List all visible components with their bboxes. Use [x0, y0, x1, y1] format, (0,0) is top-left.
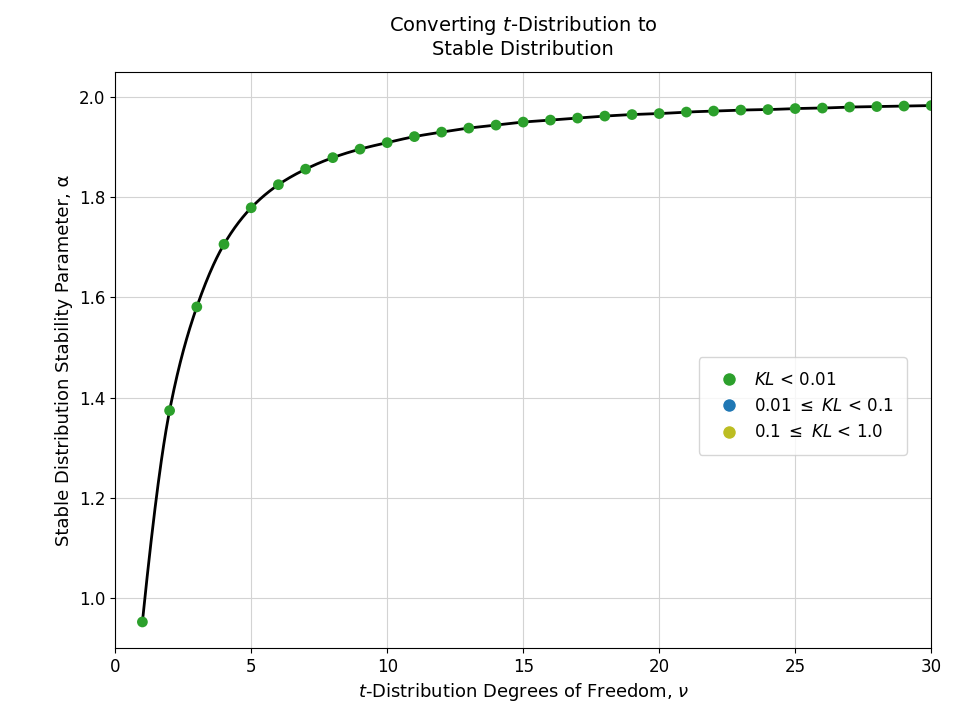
Point [542, 114, 558, 126]
Point [379, 137, 395, 148]
Point [924, 100, 939, 112]
Point [244, 202, 259, 214]
Point [624, 109, 639, 120]
Point [461, 122, 476, 134]
Legend: $KL$ < 0.01, 0.01 $\leq$ $KL$ < 0.1, 0.1 $\leq$ $KL$ < 1.0: $KL$ < 0.01, 0.01 $\leq$ $KL$ < 0.1, 0.1… [699, 357, 906, 455]
Point [325, 152, 341, 163]
Point [352, 143, 368, 155]
Point [516, 117, 531, 128]
X-axis label: $t$-Distribution Degrees of Freedom, $\nu$: $t$-Distribution Degrees of Freedom, $\n… [357, 681, 689, 703]
Point [706, 105, 721, 117]
Point [271, 179, 286, 191]
Point [434, 126, 449, 138]
Point [597, 110, 612, 122]
Point [298, 163, 313, 175]
Point [134, 616, 150, 628]
Point [787, 103, 803, 114]
Point [570, 112, 586, 124]
Point [407, 131, 422, 143]
Point [679, 107, 694, 118]
Point [162, 405, 178, 416]
Point [189, 301, 204, 312]
Point [897, 100, 912, 112]
Point [842, 102, 857, 113]
Title: Converting $t$-Distribution to
Stable Distribution: Converting $t$-Distribution to Stable Di… [389, 14, 658, 59]
Point [733, 104, 749, 116]
Point [760, 104, 776, 115]
Point [815, 102, 830, 114]
Point [652, 108, 667, 120]
Point [489, 120, 504, 131]
Point [869, 101, 884, 112]
Y-axis label: Stable Distribution Stability Parameter, α: Stable Distribution Stability Parameter,… [56, 174, 73, 546]
Point [216, 238, 231, 250]
